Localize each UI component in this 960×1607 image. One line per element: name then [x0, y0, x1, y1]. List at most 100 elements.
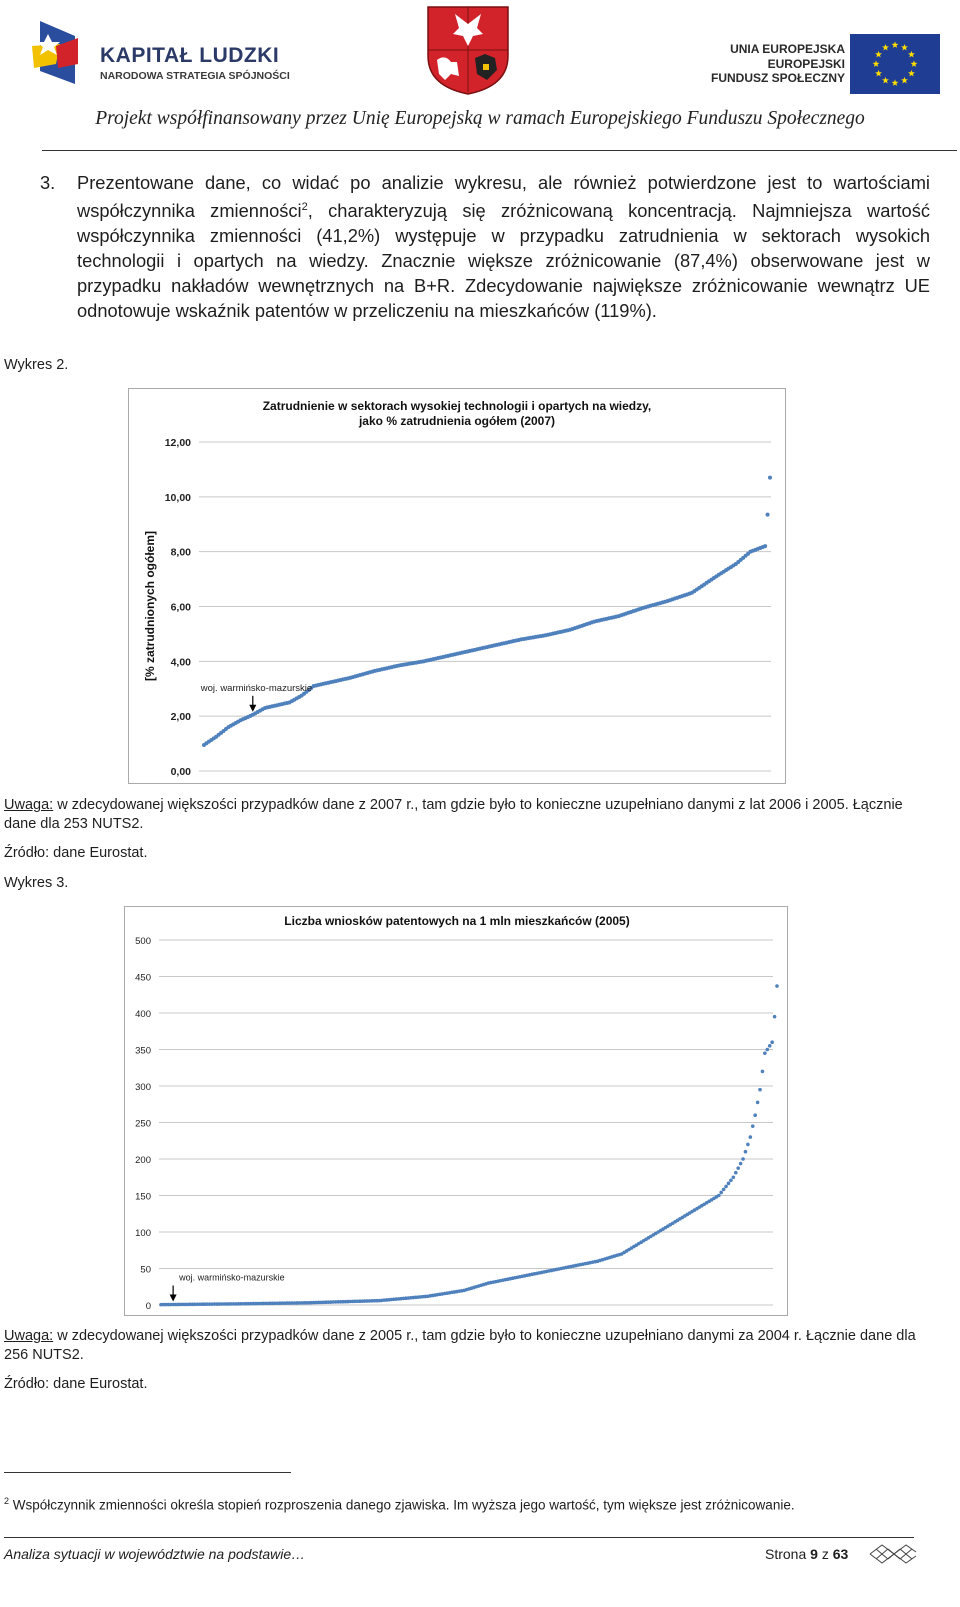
kapital-ludzki-logo: KAPITAŁ LUDZKI NARODOWA STRATEGIA SPÓJNO…	[30, 12, 290, 102]
annotation-label: woj. warmińsko-mazurskie	[200, 683, 312, 694]
eu-star-icon	[908, 50, 915, 58]
kapital-ludzki-emblem-icon	[32, 21, 78, 84]
eu-text-line1: UNIA EUROPEJSKA	[730, 42, 845, 56]
chart1-note-label: Uwaga:	[4, 797, 54, 813]
footnote-text: Współczynnik zmienności określa stopień …	[9, 1497, 795, 1513]
footnote: 2 Współczynnik zmienności określa stopie…	[4, 1496, 795, 1513]
y-tick-label: 250	[135, 1119, 151, 1130]
y-tick-label: 200	[135, 1155, 151, 1166]
project-tagline: Projekt współfinansowany przez Unię Euro…	[95, 108, 865, 129]
y-tick-label: 150	[135, 1192, 151, 1203]
data-point	[719, 1190, 724, 1195]
data-point	[733, 1170, 738, 1175]
page-word: Strona	[765, 1546, 811, 1562]
eu-star-icon	[875, 69, 882, 77]
chart1-note: Uwaga: w zdecydowanej większości przypad…	[4, 796, 929, 834]
chart1-note-text: w zdecydowanej większości przypadków dan…	[4, 797, 903, 832]
annotation-arrow-head	[249, 704, 257, 712]
footnote-number: 2	[4, 1496, 10, 1506]
y-tick-label: 8,00	[171, 547, 192, 559]
paragraph-text-b: , charakteryzują się zróżnicowaną koncen…	[77, 200, 930, 322]
data-point	[758, 1087, 762, 1092]
y-tick-label: 300	[135, 1082, 151, 1093]
warmia-mazury-crest-icon	[427, 6, 509, 95]
eu-efs-text: UNIA EUROPEJSKA EUROPEJSKI FUNDUSZ SPOŁE…	[711, 42, 845, 86]
footer-page-number: Strona 9 z 63	[765, 1546, 848, 1562]
data-point	[748, 1135, 753, 1139]
eu-star-icon	[901, 76, 908, 84]
chart-patents: Liczba wniosków patentowych na 1 mln mie…	[124, 906, 788, 1316]
data-point	[746, 1142, 750, 1147]
data-point	[738, 1161, 743, 1166]
data-point	[726, 1181, 731, 1186]
chart-title: Liczba wniosków patentowych na 1 mln mie…	[284, 914, 629, 928]
paragraph-text-a: Prezentowane dane, co widać po analizie …	[77, 172, 930, 222]
chart1-svg: Zatrudnienie w sektorach wysokiej techno…	[143, 399, 772, 778]
body-paragraph: 3. Prezentowane dane, co widać po analiz…	[40, 170, 930, 323]
y-tick-label: 400	[135, 1009, 151, 1020]
eu-star-icon	[908, 69, 915, 77]
kapital-ludzki-title: KAPITAŁ LUDZKI	[100, 44, 280, 67]
y-tick-label: 350	[135, 1046, 151, 1057]
chart2-note-text: w zdecydowanej większości przypadków dan…	[4, 1328, 916, 1363]
chart2-note-label: Uwaga:	[4, 1328, 54, 1344]
eu-star-icon	[872, 60, 880, 67]
data-point	[775, 984, 779, 988]
data-point	[755, 1100, 760, 1105]
data-point	[768, 475, 772, 480]
data-point	[753, 1113, 757, 1117]
y-tick-label: 50	[140, 1265, 151, 1276]
chart2-label: Wykres 3.	[4, 875, 69, 891]
eu-flag-icon	[850, 34, 940, 94]
chart2-svg: Liczba wniosków patentowych na 1 mln mie…	[135, 914, 779, 1312]
eu-efs-logo: UNIA EUROPEJSKA EUROPEJSKI FUNDUSZ SPOŁE…	[700, 30, 950, 100]
data-point	[741, 1157, 745, 1161]
footnote-ref[interactable]: 2	[301, 201, 308, 213]
eu-star-icon	[891, 79, 899, 86]
data-point	[770, 1040, 774, 1044]
paragraph-text: Prezentowane dane, co widać po analizie …	[77, 170, 930, 323]
chart2-note: Uwaga: w zdecydowanej większości przypad…	[4, 1327, 929, 1365]
data-point	[717, 1193, 721, 1198]
eu-text-line3: FUNDUSZ SPOŁECZNY	[710, 71, 845, 85]
y-tick-label: 2,00	[171, 711, 192, 723]
y-tick-label: 450	[135, 973, 151, 984]
eu-star-icon	[910, 60, 918, 67]
data-point	[750, 1124, 755, 1128]
y-axis-label: [% zatrudnionych ogółem]	[143, 531, 157, 681]
footnote-divider	[4, 1472, 291, 1473]
footer-logo-icon	[869, 1544, 917, 1564]
y-tick-label: 100	[135, 1228, 151, 1239]
eu-star-icon	[882, 76, 889, 84]
chart-title-line1: Zatrudnienie w sektorach wysokiej techno…	[263, 399, 652, 413]
data-point	[763, 544, 768, 549]
data-point	[765, 1047, 770, 1052]
page-header: KAPITAŁ LUDZKI NARODOWA STRATEGIA SPÓJNO…	[0, 0, 960, 155]
data-point	[763, 1051, 767, 1055]
chart1-source: Źródło: dane Eurostat.	[4, 845, 148, 861]
y-tick-label: 500	[135, 936, 151, 947]
header-divider	[42, 150, 957, 151]
eu-star-icon	[875, 50, 882, 58]
data-point	[721, 1187, 726, 1192]
y-tick-label: 12,00	[165, 437, 191, 449]
kapital-ludzki-subtitle: NARODOWA STRATEGIA SPÓJNOŚCI	[100, 70, 290, 82]
chart-title-line2: jako % zatrudnienia ogółem (2007)	[358, 414, 555, 428]
eu-star-icon	[882, 43, 889, 51]
data-point	[724, 1184, 728, 1189]
y-tick-label: 6,00	[171, 602, 192, 614]
data-point	[743, 1149, 748, 1154]
footer-divider	[4, 1537, 914, 1538]
total-pages: 63	[832, 1546, 849, 1562]
data-point	[760, 1069, 765, 1074]
chart2-source: Źródło: dane Eurostat.	[4, 1376, 148, 1392]
eu-text-line2: EUROPEJSKI	[767, 56, 845, 71]
chart1-label: Wykres 2.	[4, 357, 69, 373]
eu-star-icon	[891, 41, 899, 48]
footer-document-title: Analiza sytuacji w województwie na podst…	[4, 1546, 306, 1562]
y-tick-label: 0	[146, 1301, 151, 1312]
of-word: z	[817, 1546, 833, 1562]
annotation-arrow-head	[169, 1294, 177, 1302]
data-point	[772, 1014, 777, 1019]
y-tick-label: 4,00	[171, 656, 192, 668]
